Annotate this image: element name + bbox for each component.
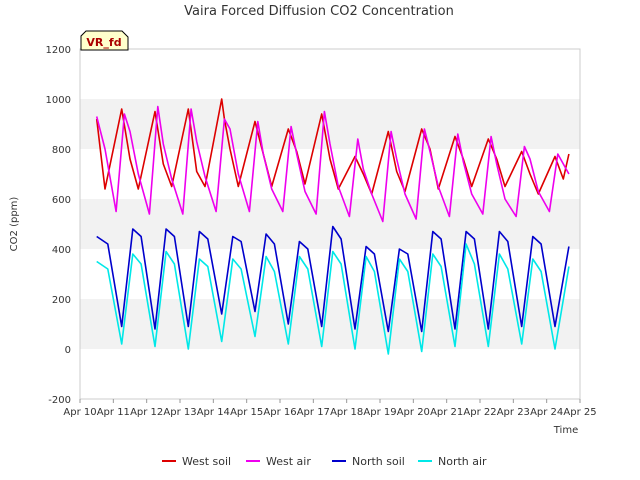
- chart-title: Vaira Forced Diffusion CO2 Concentration: [184, 4, 454, 19]
- y-tick-label: 800: [52, 145, 71, 156]
- legend-label: North air: [438, 455, 487, 468]
- x-tick-label: Apr 12: [130, 407, 163, 418]
- x-tick-label: Apr 14: [197, 407, 230, 418]
- y-axis-label: CO2 (ppm): [9, 197, 20, 252]
- legend: West soil West air North soil North air: [162, 455, 487, 468]
- legend-label: North soil: [352, 455, 405, 468]
- y-tick-label: 400: [52, 245, 71, 256]
- y-tick-label: 200: [52, 295, 71, 306]
- legend-label: West soil: [182, 455, 231, 468]
- x-tick-label: Apr 20: [397, 407, 430, 418]
- y-tick-label: 1000: [46, 95, 71, 106]
- x-tick-label: Apr 25: [563, 407, 596, 418]
- y-tick-label: 600: [52, 195, 71, 206]
- y-tick-label: 0: [65, 345, 71, 356]
- x-tick-label: Apr 10: [63, 407, 96, 418]
- x-tick-label: Apr 16: [263, 407, 296, 418]
- x-axis-label: Time: [553, 425, 578, 436]
- station-badge: VR_fd: [80, 30, 129, 51]
- grid-band: [80, 299, 580, 349]
- legend-label: West air: [266, 455, 311, 468]
- x-tick-label: Apr 19: [363, 407, 396, 418]
- series-line-north-air: [96, 243, 570, 355]
- x-tick-label: Apr 15: [230, 407, 263, 418]
- y-tick-label: -200: [48, 395, 71, 406]
- x-tick-label: Apr 24: [530, 407, 563, 418]
- grid-band: [80, 199, 580, 249]
- series-line-north-soil: [96, 225, 570, 333]
- series-lines: [95, 98, 570, 355]
- x-tick-label: Apr 11: [97, 407, 130, 418]
- grid-bands: [80, 99, 580, 349]
- plot-area: [79, 48, 581, 400]
- y-axis: -200 0 200 400 600 800 1000 1200: [46, 45, 71, 406]
- x-tick-label: Apr 21: [430, 407, 463, 418]
- y-tick-label: 1200: [46, 45, 71, 56]
- x-tick-label: Apr 22: [463, 407, 496, 418]
- badge-label: VR_fd: [86, 36, 121, 49]
- series-line-west-air: [95, 105, 570, 223]
- x-axis: Apr 10 Apr 11 Apr 12 Apr 13 Apr 14 Apr 15 Apr …: [63, 399, 597, 418]
- x-tick-label: Apr 17: [297, 407, 330, 418]
- x-tick-label: Apr 13: [163, 407, 196, 418]
- x-tick-label: Apr 23: [497, 407, 530, 418]
- x-tick-label: Apr 18: [330, 407, 363, 418]
